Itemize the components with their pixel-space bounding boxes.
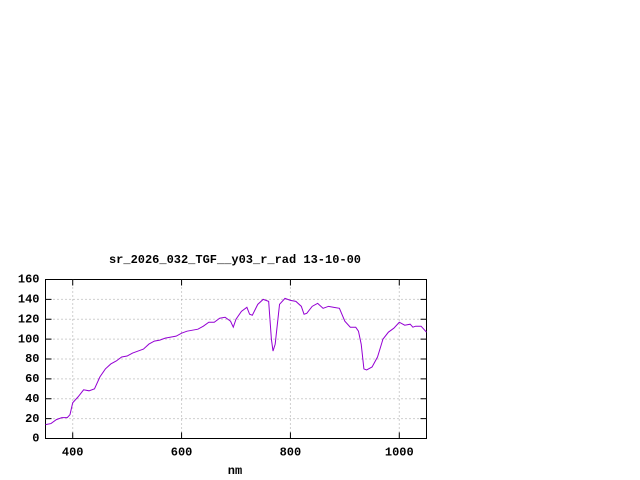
y-tick-label: 100: [18, 332, 40, 346]
y-tick-label: 60: [25, 372, 39, 386]
y-tick-label: 20: [25, 412, 39, 426]
x-tick-label: 600: [171, 446, 193, 460]
y-tick-label: 0: [32, 432, 39, 446]
y-tick-label: 120: [18, 312, 40, 326]
x-tick-label: 800: [280, 446, 302, 460]
plot-frame: [45, 279, 427, 439]
x-axis-label: nm: [228, 464, 242, 478]
x-tick-label: 1000: [385, 446, 414, 460]
y-tick-label: 40: [25, 392, 39, 406]
x-tick-label: 400: [62, 446, 84, 460]
y-tick-label: 140: [18, 293, 40, 307]
y-tick-label: 160: [18, 273, 40, 287]
chart-title: sr_2026_032_TGF__y03_r_rad 13-10-00: [109, 253, 361, 267]
data-line: [45, 297, 427, 426]
y-tick-label: 80: [25, 352, 39, 366]
